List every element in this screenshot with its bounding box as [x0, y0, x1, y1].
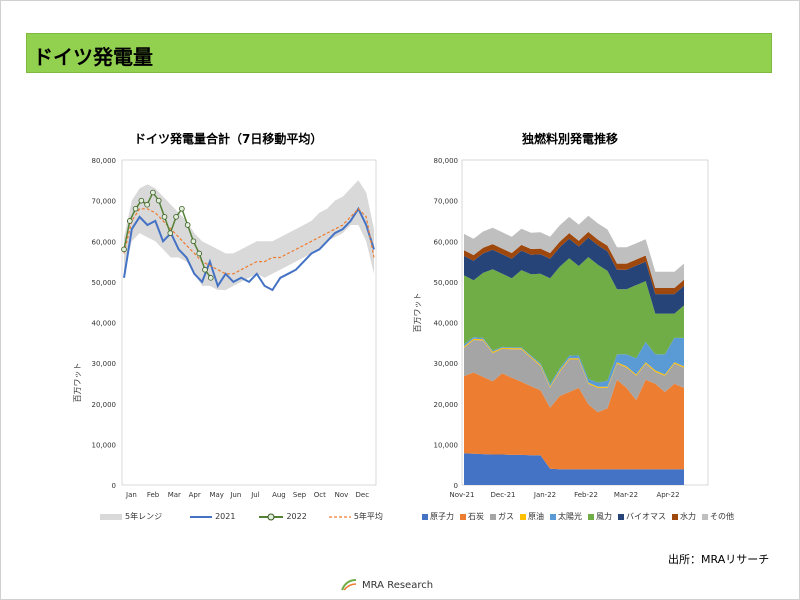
chart2-legend-swatch [618, 513, 624, 520]
chart1-series-2022 [123, 191, 212, 279]
chart1-xtick-label: Feb [147, 491, 160, 499]
chart1-point-2022 [207, 275, 214, 281]
chart1-ytick-label: 80,000 [92, 157, 117, 165]
legend-range-label: 5年レンジ [125, 512, 163, 521]
chart2-legend-swatch [672, 513, 678, 520]
chart1-xtick-label: Apr [189, 491, 201, 499]
chart1-ytick-label: 50,000 [92, 279, 117, 287]
chart1-point-2022 [173, 214, 179, 220]
chart2-legend-swatch [520, 513, 526, 520]
legend-2022-label: 2022 [286, 512, 307, 521]
chart2-legend-label: 風力 [596, 512, 612, 521]
chart2-legend-label: 原子力 [430, 512, 454, 521]
chart2-legend-item: 原油 [520, 511, 544, 522]
chart1-ylabel: 百万ワット [73, 363, 82, 403]
legend-2022: 2022 [259, 512, 307, 521]
chart2-legend: 原子力 石炭 ガス 原油 太陽光 風力 バイオマス 水力 その他 [422, 511, 740, 522]
chart1-xtick-label: Sep [293, 491, 307, 499]
chart2-legend-swatch [550, 513, 556, 520]
chart1-point-2022 [184, 222, 191, 228]
chart1-ytick-label: 20,000 [92, 401, 117, 409]
legend-avg: 5年平均 [328, 511, 383, 522]
chart2-legend-item: 原子力 [422, 511, 454, 522]
chart2-legend-swatch [702, 513, 708, 520]
legend-avg-label: 5年平均 [353, 512, 383, 521]
chart1-title: ドイツ発電量合計（7日移動平均） [134, 132, 323, 146]
chart1-xtick-label: May [209, 491, 223, 499]
chart1-point-2022 [202, 266, 208, 273]
chart2-legend-label: 太陽光 [558, 512, 582, 521]
chart1-xtick-label: Aug [272, 491, 286, 499]
chart1-point-2022 [144, 201, 150, 208]
chart2-legend-label: 水力 [680, 512, 696, 521]
chart2-legend-swatch [422, 513, 428, 520]
chart1-series-avg [123, 207, 375, 275]
chart2-legend-item: バイオマス [618, 511, 666, 522]
chart1-point-2022 [121, 246, 127, 253]
chart1-xtick-label: Dec [356, 491, 370, 499]
chart1-plot-area [121, 159, 377, 486]
legend-2021-label: 2021 [215, 512, 236, 521]
chart2-legend-item: その他 [702, 511, 734, 522]
chart1-xtick-label: Nov [335, 491, 349, 499]
chart1-xtick-label: Jan [125, 491, 137, 499]
chart1-ytick-label: 40,000 [92, 320, 117, 328]
chart1-xtick-label: Jul [250, 491, 260, 499]
chart1-point-2022 [161, 214, 168, 220]
source-note: 出所：MRAリサーチ [668, 553, 770, 566]
chart1-point-2022 [150, 189, 156, 196]
chart1-point-2022 [196, 250, 203, 257]
chart2-legend-label: 原油 [528, 512, 544, 521]
logo: MRA Research [340, 578, 433, 592]
chart1-point-2022 [126, 218, 133, 224]
chart1-legend: 5年レンジ 2021 2022 5年平均 [100, 511, 389, 522]
chart2-legend-swatch [490, 513, 496, 520]
chart2-legend-item: 風力 [588, 511, 612, 522]
chart1-ytick-label: 60,000 [92, 238, 117, 246]
chart1-ytick-label: 10,000 [92, 441, 117, 449]
chart1-ytick-label: 0 [112, 482, 116, 490]
logo-text: MRA Research [362, 579, 434, 591]
chart1-point-2022 [190, 238, 197, 245]
chart1-svg: 0 10,000 20,000 30,000 40,000 50,000 60,000 70,… [73, 157, 377, 499]
chart1-point-2022 [167, 230, 174, 236]
chart1-point-2022 [132, 205, 139, 212]
chart1-ytick-label: 70,000 [92, 198, 117, 206]
chart2-legend-label: バイオマス [626, 512, 666, 521]
chart2-legend-label: その他 [710, 512, 734, 521]
chart1-xtick-label: Mar [168, 491, 181, 499]
logo-mark-icon [341, 579, 357, 591]
chart1-point-2022 [138, 197, 145, 204]
chart2-legend-item: 水力 [672, 511, 696, 522]
chart1-point-2022 [155, 197, 162, 204]
chart2-legend-item: ガス [490, 511, 514, 522]
chart1-xtick-label: Oct [314, 491, 326, 499]
chart2-legend-swatch [460, 513, 466, 520]
title-bar: ドイツ発電量 [26, 33, 772, 73]
chart2-legend-label: 石炭 [468, 512, 484, 521]
chart1-point-2022 [179, 205, 185, 212]
legend-2021: 2021 [190, 512, 235, 521]
chart2-title: 独燃料別発電推移 [522, 132, 619, 146]
chart1-xtick-label: Jun [229, 491, 241, 499]
chart2-legend-item: 石炭 [460, 511, 484, 522]
chart2-legend-label: ガス [498, 512, 514, 521]
chart2-legend-swatch [588, 513, 594, 520]
legend-range: 5年レンジ [100, 511, 162, 522]
page-title: ドイツ発電量 [33, 45, 153, 69]
chart1-series-2021 [123, 206, 375, 292]
chart1-ytick-label: 30,000 [92, 360, 117, 368]
chart2-legend-item: 太陽光 [550, 511, 582, 522]
